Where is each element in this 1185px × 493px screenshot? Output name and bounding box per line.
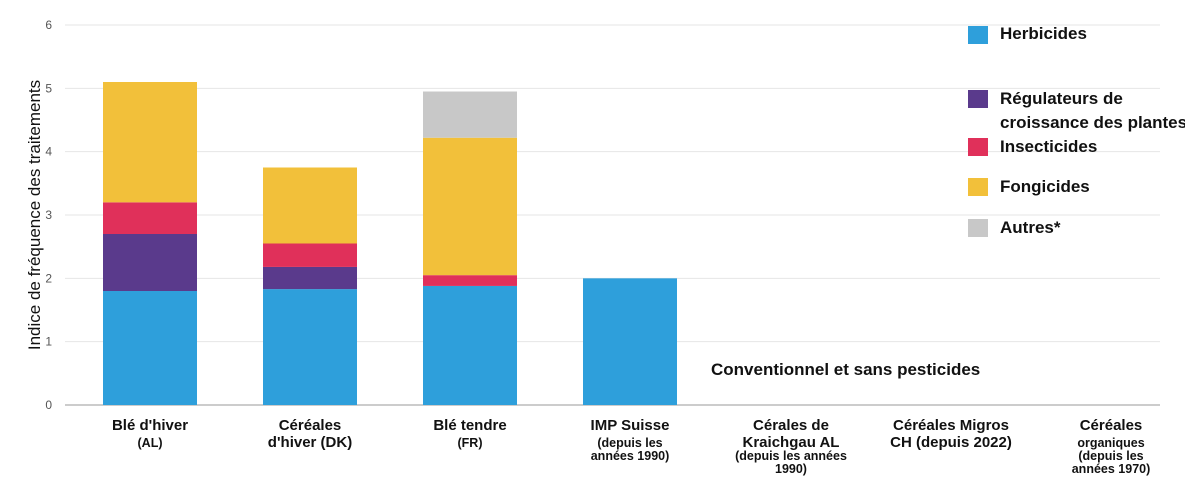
annotation-text: Conventionnel et sans pesticides (711, 360, 980, 379)
bar-segment (423, 275, 517, 286)
y-tick-label: 3 (45, 208, 52, 222)
bar-segment (263, 289, 357, 405)
x-category-sublabel: CH (depuis 2022) (890, 434, 1012, 451)
y-tick-label: 0 (45, 398, 52, 412)
bar-segment (423, 285, 517, 405)
x-category-sublabel: (depuis les (1078, 449, 1143, 463)
bar-segment (263, 243, 357, 267)
x-category-label: Blé tendre (433, 417, 506, 434)
bar-segment (103, 291, 197, 405)
x-category-label: Céréales (1080, 417, 1143, 434)
y-tick-label: 6 (45, 18, 52, 32)
x-category-label: Blé d'hiver (112, 417, 188, 434)
legend-swatch (968, 90, 988, 108)
bar-segment (263, 167, 357, 244)
y-tick-label: 5 (45, 81, 52, 95)
bar-stacks (103, 82, 677, 405)
legend-label: croissance des plantes (1000, 113, 1185, 132)
bar-segment (263, 266, 357, 290)
x-category-sublabel: (depuis les (597, 436, 662, 450)
legend-swatch (968, 178, 988, 196)
x-category-label: Cérales de (753, 417, 829, 434)
bar-segment (583, 278, 677, 405)
legend-label: Régulateurs de (1000, 89, 1123, 108)
legend: Herbicides Régulateurs de croissance des p… (968, 24, 1185, 237)
x-category-sublabel: (depuis les années (735, 449, 847, 463)
x-category-sublabel: organiques (1077, 436, 1144, 450)
x-category-label: Céréales Migros (893, 417, 1009, 434)
x-category-sublabel: d'hiver (DK) (268, 434, 352, 451)
x-category-sublabel: 1990) (775, 462, 807, 476)
y-axis-label: Indice de fréquence des traitements (25, 80, 44, 350)
x-category-sublabel: (AL) (138, 436, 163, 450)
legend-label: Fongicides (1000, 177, 1090, 196)
y-tick-label: 2 (45, 271, 52, 285)
y-tick-label: 1 (45, 335, 52, 349)
x-category-label: IMP Suisse (591, 417, 670, 434)
legend-label: Herbicides (1000, 24, 1087, 43)
bar-segment (103, 234, 197, 291)
bar-segment (423, 137, 517, 276)
legend-label: Insecticides (1000, 137, 1097, 156)
x-category-label: Céréales (279, 417, 342, 434)
legend-label: Autres* (1000, 218, 1061, 237)
bar-segment (423, 91, 517, 138)
bar-segment (103, 202, 197, 234)
bar-segment (103, 82, 197, 203)
y-tick-label: 4 (45, 145, 52, 159)
x-category-sublabel: (FR) (458, 436, 483, 450)
x-category-sublabel: années 1970) (1072, 462, 1151, 476)
legend-swatch (968, 138, 988, 156)
y-axis-ticks: 0 1 2 3 4 5 6 (45, 18, 52, 412)
x-category-sublabel: années 1990) (591, 449, 670, 463)
legend-swatch (968, 26, 988, 44)
x-category-sublabel: Kraichgau AL (743, 434, 840, 451)
legend-swatch (968, 219, 988, 237)
